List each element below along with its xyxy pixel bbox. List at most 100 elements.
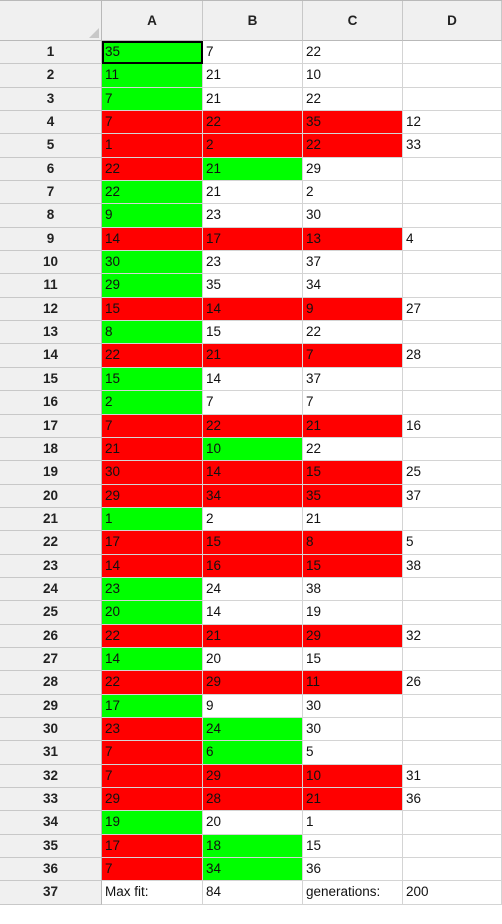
cell-c15[interactable]: 37 (303, 367, 403, 392)
cell-d29[interactable] (403, 694, 502, 718)
cell-d18[interactable] (403, 437, 502, 462)
cell-c24[interactable]: 38 (303, 577, 403, 602)
row-header-2[interactable]: 2 (0, 64, 102, 88)
cell-a12[interactable]: 15 (102, 297, 203, 322)
cell-b26[interactable]: 21 (203, 624, 303, 648)
cell-a18[interactable]: 21 (102, 437, 203, 462)
column-header-a[interactable]: A (102, 1, 203, 41)
cell-d22[interactable]: 5 (403, 531, 502, 555)
row-header-25[interactable]: 25 (0, 601, 102, 625)
cell-b6[interactable]: 21 (203, 157, 303, 182)
cell-c11[interactable]: 34 (303, 274, 403, 298)
cell-c27[interactable]: 15 (303, 647, 403, 672)
cell-d24[interactable] (403, 577, 502, 602)
cell-b8[interactable]: 23 (203, 204, 303, 228)
row-header-27[interactable]: 27 (0, 647, 102, 672)
row-header-12[interactable]: 12 (0, 297, 102, 322)
cell-c3[interactable]: 22 (303, 87, 403, 112)
cell-d35[interactable] (403, 834, 502, 859)
row-header-20[interactable]: 20 (0, 484, 102, 508)
column-header-d[interactable]: D (403, 1, 502, 41)
cell-d19[interactable]: 25 (403, 461, 502, 485)
cell-c20[interactable]: 35 (303, 484, 403, 508)
cell-c23[interactable]: 15 (303, 554, 403, 578)
cell-b37[interactable]: 84 (203, 881, 303, 905)
cell-b28[interactable]: 29 (203, 671, 303, 695)
cell-a7[interactable]: 22 (102, 181, 203, 205)
cell-d32[interactable]: 31 (403, 764, 502, 788)
cell-d13[interactable] (403, 321, 502, 345)
cell-c35[interactable]: 15 (303, 834, 403, 859)
cell-d7[interactable] (403, 181, 502, 205)
cell-a25[interactable]: 20 (102, 601, 203, 625)
cell-d15[interactable] (403, 367, 502, 392)
cell-d36[interactable] (403, 858, 502, 882)
cell-b9[interactable]: 17 (203, 227, 303, 252)
cell-c13[interactable]: 22 (303, 321, 403, 345)
row-header-32[interactable]: 32 (0, 764, 102, 788)
cell-d16[interactable] (403, 391, 502, 415)
row-header-30[interactable]: 30 (0, 717, 102, 742)
cell-a9[interactable]: 14 (102, 227, 203, 252)
cell-b23[interactable]: 16 (203, 554, 303, 578)
cell-a31[interactable]: 7 (102, 741, 203, 765)
cell-b25[interactable]: 14 (203, 601, 303, 625)
cell-b3[interactable]: 21 (203, 87, 303, 112)
row-header-18[interactable]: 18 (0, 437, 102, 462)
row-header-35[interactable]: 35 (0, 834, 102, 859)
cell-a14[interactable]: 22 (102, 344, 203, 368)
cell-b10[interactable]: 23 (203, 251, 303, 275)
cell-d27[interactable] (403, 647, 502, 672)
cell-c4[interactable]: 35 (303, 111, 403, 135)
row-header-23[interactable]: 23 (0, 554, 102, 578)
cell-c33[interactable]: 21 (303, 788, 403, 812)
cell-d17[interactable]: 16 (403, 414, 502, 438)
row-header-3[interactable]: 3 (0, 87, 102, 112)
cell-d28[interactable]: 26 (403, 671, 502, 695)
cell-a8[interactable]: 9 (102, 204, 203, 228)
cell-c10[interactable]: 37 (303, 251, 403, 275)
cell-c31[interactable]: 5 (303, 741, 403, 765)
cell-d34[interactable] (403, 811, 502, 835)
cell-d26[interactable]: 32 (403, 624, 502, 648)
cell-a26[interactable]: 22 (102, 624, 203, 648)
row-header-17[interactable]: 17 (0, 414, 102, 438)
row-header-1[interactable]: 1 (0, 41, 102, 65)
cell-d9[interactable]: 4 (403, 227, 502, 252)
row-header-4[interactable]: 4 (0, 111, 102, 135)
cell-d10[interactable] (403, 251, 502, 275)
cell-a20[interactable]: 29 (102, 484, 203, 508)
cell-b22[interactable]: 15 (203, 531, 303, 555)
cell-a35[interactable]: 17 (102, 834, 203, 859)
column-header-c[interactable]: C (303, 1, 403, 41)
cell-a24[interactable]: 23 (102, 577, 203, 602)
cell-b32[interactable]: 29 (203, 764, 303, 788)
cell-a4[interactable]: 7 (102, 111, 203, 135)
cell-c22[interactable]: 8 (303, 531, 403, 555)
cell-a36[interactable]: 7 (102, 858, 203, 882)
cell-b7[interactable]: 21 (203, 181, 303, 205)
cell-d1[interactable] (403, 41, 502, 65)
cell-b27[interactable]: 20 (203, 647, 303, 672)
cell-d23[interactable]: 38 (403, 554, 502, 578)
cell-b33[interactable]: 28 (203, 788, 303, 812)
cell-b29[interactable]: 9 (203, 694, 303, 718)
row-header-10[interactable]: 10 (0, 251, 102, 275)
cell-a32[interactable]: 7 (102, 764, 203, 788)
cell-b14[interactable]: 21 (203, 344, 303, 368)
cell-b20[interactable]: 34 (203, 484, 303, 508)
row-header-11[interactable]: 11 (0, 274, 102, 298)
cell-c8[interactable]: 30 (303, 204, 403, 228)
cell-a3[interactable]: 7 (102, 87, 203, 112)
cell-c5[interactable]: 22 (303, 134, 403, 158)
cell-c6[interactable]: 29 (303, 157, 403, 182)
cell-a13[interactable]: 8 (102, 321, 203, 345)
cell-d3[interactable] (403, 87, 502, 112)
cell-b34[interactable]: 20 (203, 811, 303, 835)
row-header-37[interactable]: 37 (0, 881, 102, 905)
row-header-36[interactable]: 36 (0, 858, 102, 882)
cell-a22[interactable]: 17 (102, 531, 203, 555)
cell-a11[interactable]: 29 (102, 274, 203, 298)
row-header-31[interactable]: 31 (0, 741, 102, 765)
cell-c26[interactable]: 29 (303, 624, 403, 648)
